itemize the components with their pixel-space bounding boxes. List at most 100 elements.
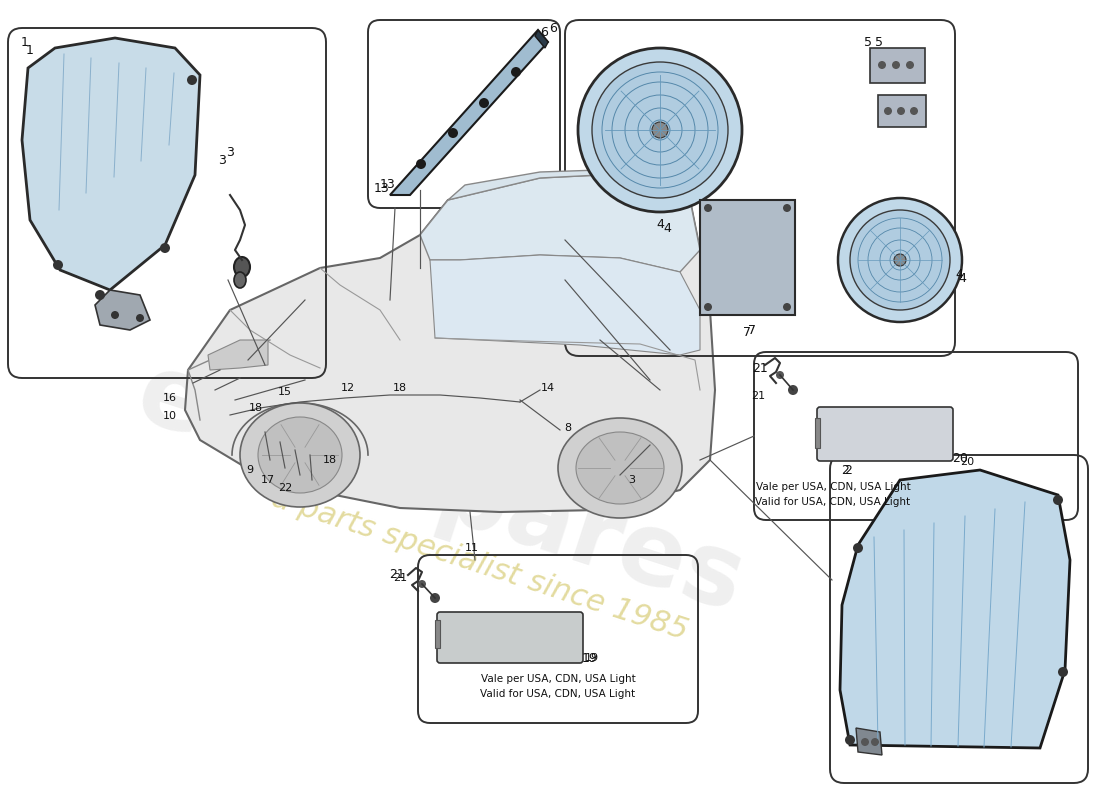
Polygon shape (434, 620, 440, 648)
Text: Vale per USA, CDN, USA Light: Vale per USA, CDN, USA Light (756, 482, 911, 492)
Polygon shape (22, 38, 200, 290)
Text: 18: 18 (323, 455, 337, 465)
Circle shape (418, 580, 426, 588)
Polygon shape (185, 175, 715, 512)
Text: 5: 5 (864, 35, 872, 49)
Text: 9: 9 (246, 465, 254, 475)
Text: Vale per USA, CDN, USA Light: Vale per USA, CDN, USA Light (481, 674, 636, 684)
Text: 7: 7 (742, 326, 751, 339)
Circle shape (852, 543, 864, 553)
Ellipse shape (894, 254, 906, 266)
Ellipse shape (652, 122, 668, 138)
Text: 8: 8 (564, 423, 572, 433)
Circle shape (878, 61, 886, 69)
Polygon shape (390, 30, 548, 195)
Polygon shape (840, 470, 1070, 748)
Text: 10: 10 (163, 411, 177, 421)
Text: 17: 17 (261, 475, 275, 485)
Polygon shape (208, 340, 268, 370)
Text: 22: 22 (278, 483, 293, 493)
Text: 21: 21 (389, 569, 405, 582)
Ellipse shape (592, 62, 728, 198)
Ellipse shape (558, 418, 682, 518)
Polygon shape (700, 200, 795, 315)
Text: 21: 21 (393, 573, 407, 583)
FancyBboxPatch shape (817, 407, 953, 461)
Text: 1: 1 (21, 35, 29, 49)
Text: 5: 5 (874, 35, 883, 49)
Text: 18: 18 (393, 383, 407, 393)
Ellipse shape (234, 257, 250, 277)
Circle shape (788, 385, 798, 395)
Text: 3: 3 (628, 475, 636, 485)
Text: 2: 2 (842, 463, 849, 477)
Circle shape (896, 107, 905, 115)
Polygon shape (448, 170, 690, 200)
Text: 12: 12 (341, 383, 355, 393)
Ellipse shape (234, 272, 246, 288)
Text: 4: 4 (663, 222, 671, 234)
Text: 3: 3 (218, 154, 226, 166)
Text: 4: 4 (955, 269, 962, 282)
Text: 2: 2 (844, 463, 851, 477)
Circle shape (53, 260, 63, 270)
Text: Valid for USA, CDN, USA Light: Valid for USA, CDN, USA Light (481, 689, 636, 699)
Circle shape (892, 61, 900, 69)
Text: 21: 21 (752, 362, 768, 374)
Text: 20: 20 (960, 457, 975, 467)
Circle shape (884, 107, 892, 115)
Text: Valid for USA, CDN, USA Light: Valid for USA, CDN, USA Light (756, 497, 911, 507)
Circle shape (845, 735, 855, 745)
Polygon shape (815, 418, 820, 448)
Text: 13: 13 (374, 182, 389, 194)
Ellipse shape (578, 48, 742, 212)
Circle shape (111, 311, 119, 319)
Text: 13: 13 (381, 178, 396, 191)
Ellipse shape (838, 198, 962, 322)
Text: 16: 16 (163, 393, 177, 403)
Ellipse shape (258, 417, 342, 493)
Text: 19: 19 (582, 651, 598, 665)
Circle shape (187, 75, 197, 85)
Text: eurospares: eurospares (124, 346, 756, 634)
Circle shape (783, 303, 791, 311)
Circle shape (1053, 495, 1063, 505)
Circle shape (783, 204, 791, 212)
Ellipse shape (240, 403, 360, 507)
Circle shape (906, 61, 914, 69)
Text: 21: 21 (751, 391, 766, 401)
Text: 7: 7 (748, 323, 756, 337)
Circle shape (1058, 667, 1068, 677)
Text: 19: 19 (585, 653, 600, 663)
Text: 20: 20 (953, 451, 968, 465)
Ellipse shape (850, 210, 950, 310)
Text: a parts specialist since 1985: a parts specialist since 1985 (268, 484, 692, 646)
Circle shape (512, 67, 521, 77)
Ellipse shape (576, 432, 664, 504)
Polygon shape (430, 255, 700, 355)
Circle shape (478, 98, 490, 108)
Text: 6: 6 (549, 22, 557, 34)
Circle shape (871, 738, 879, 746)
Circle shape (430, 593, 440, 603)
Circle shape (861, 738, 869, 746)
Polygon shape (878, 95, 926, 127)
Text: 6: 6 (540, 26, 548, 38)
Text: 4: 4 (656, 218, 664, 231)
Text: 18: 18 (249, 403, 263, 413)
FancyBboxPatch shape (437, 612, 583, 663)
Polygon shape (420, 175, 700, 272)
Polygon shape (535, 30, 548, 48)
Text: 1: 1 (26, 43, 34, 57)
Circle shape (160, 243, 170, 253)
Polygon shape (870, 48, 925, 83)
Text: 3: 3 (227, 146, 234, 158)
Circle shape (416, 159, 426, 169)
Text: 4: 4 (958, 271, 966, 285)
Polygon shape (856, 728, 882, 755)
Circle shape (704, 303, 712, 311)
Text: 15: 15 (278, 387, 292, 397)
Text: 11: 11 (465, 543, 478, 553)
Circle shape (776, 371, 784, 379)
Circle shape (704, 204, 712, 212)
